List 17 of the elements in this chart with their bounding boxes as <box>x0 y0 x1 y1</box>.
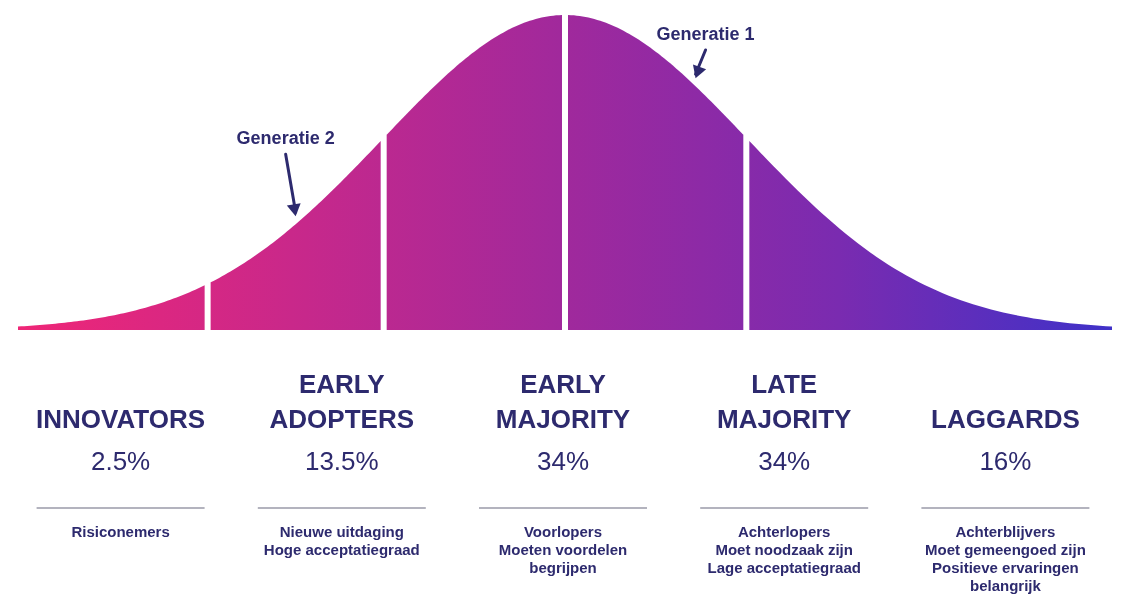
data-label: 34% <box>758 446 811 476</box>
data-label: 2.5% <box>90 446 151 476</box>
category-label: INNOVATORS <box>36 404 206 434</box>
text: Risiconemers <box>71 523 170 540</box>
text: Nieuwe uitdaging Hoge acceptatiegraad <box>263 523 420 558</box>
text: Generatie 1 <box>656 24 755 44</box>
category-label: LATE MAJORITY <box>717 369 852 434</box>
data-label: 16% <box>979 446 1032 476</box>
category-label: EARLY MAJORITY <box>495 369 631 434</box>
text: Achterblijvers Moet gemeengoed zijn Positieve ervaringen belangrijk <box>924 523 1086 594</box>
data-label: 13.5% <box>304 446 379 476</box>
category-label: LAGGARDS <box>931 404 1080 434</box>
text: Achterlopers Moet noodzaak zijn Lage acceptatiegraad <box>707 523 861 576</box>
category-label: EARLY ADOPTERS <box>269 369 415 434</box>
data-label: 34% <box>536 446 590 476</box>
text: Voorlopers Moeten voordelen begrijpen <box>498 523 628 576</box>
text: Generatie 2 <box>236 128 335 149</box>
